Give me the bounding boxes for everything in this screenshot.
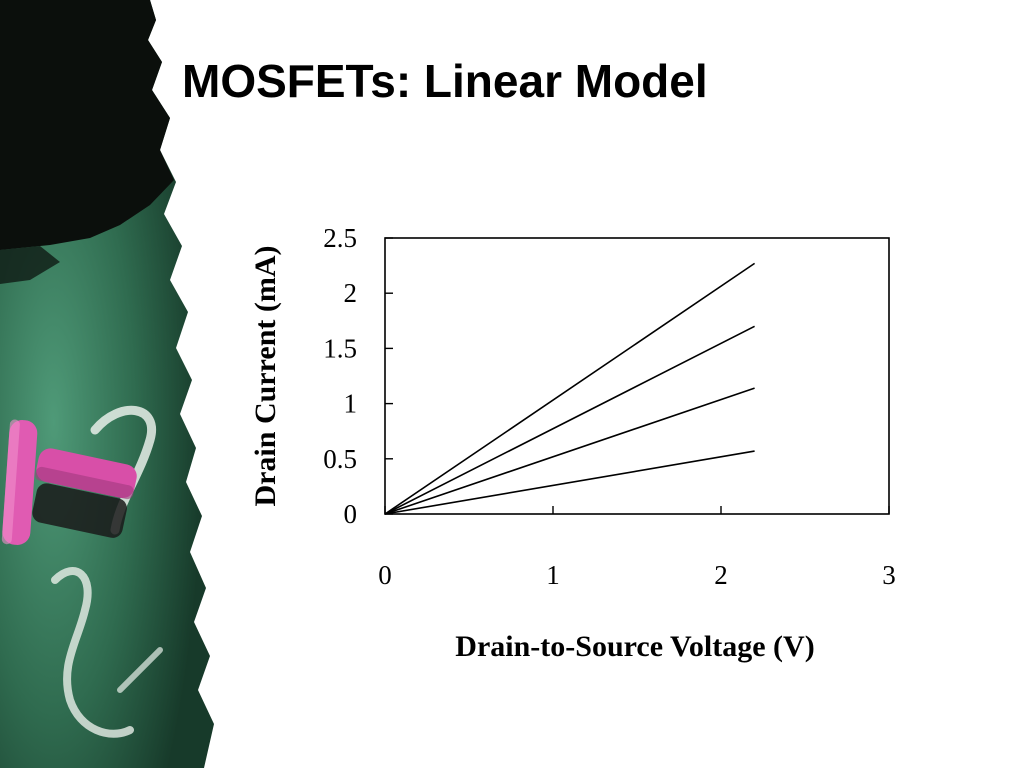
y-tick-label: 0 [344,499,358,529]
y-tick-label: 1 [344,389,358,419]
y-tick-label: 2 [344,278,358,308]
y-tick-label: 2.5 [323,223,357,253]
x-axis-title: Drain-to-Source Voltage (V) [455,630,814,663]
x-tick-label: 1 [546,560,560,590]
series-line-1 [384,450,755,515]
plot-area-frame [384,237,890,515]
series-line-2 [384,387,755,515]
x-axis-ticks: 0 1 2 3 [378,506,896,590]
y-axis-title: Drain Current (mA) [249,245,282,506]
series-line-3 [384,325,755,515]
series-line-4 [384,262,756,515]
x-tick-label: 3 [882,560,896,590]
x-tick-label: 0 [378,560,392,590]
series-lines [384,262,756,515]
y-axis-ticks: 0 0.5 1 1.5 2 2.5 [323,223,393,529]
x-tick-label: 2 [714,560,728,590]
slide-title: MOSFETs: Linear Model [182,55,708,107]
y-tick-label: 0.5 [323,444,357,474]
chalkboard-chalk-icon [0,0,214,768]
y-tick-label: 1.5 [323,333,357,363]
